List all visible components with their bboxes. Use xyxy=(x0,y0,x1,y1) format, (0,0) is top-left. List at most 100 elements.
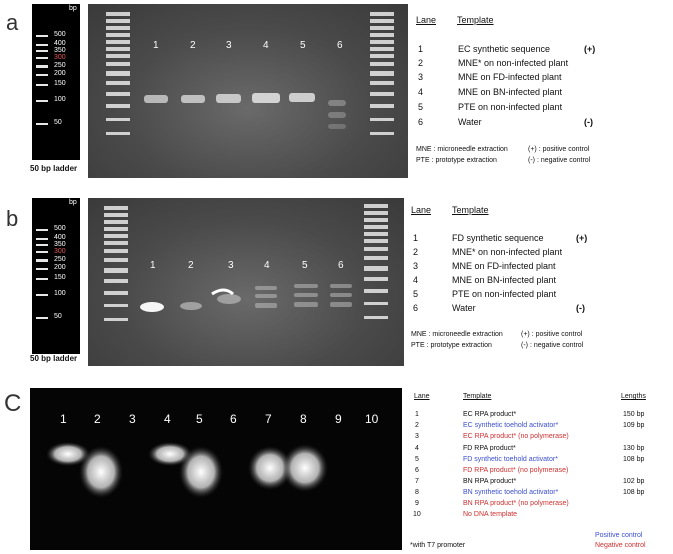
lane-number: 4 xyxy=(164,412,171,426)
lane-number: 1 xyxy=(150,260,156,271)
row-text: EC RPA product* xyxy=(463,411,517,418)
lane-number: 3 xyxy=(228,260,234,271)
ladder-label: 400 xyxy=(54,40,66,47)
lane-number: 10 xyxy=(365,412,379,426)
ladder-label: 50 xyxy=(54,119,62,126)
legend-item: MNE : microneedle extraction xyxy=(411,331,503,338)
row-num: 6 xyxy=(418,117,424,127)
row-text: MNE on BN-infected plant xyxy=(458,87,563,97)
row-text: Water xyxy=(458,117,482,127)
row-text: MNE* on non-infected plant xyxy=(452,247,563,257)
lane-number: 2 xyxy=(188,260,194,271)
row-text: BN RPA product* xyxy=(463,478,517,485)
row-num: 3 xyxy=(415,433,419,440)
lane-number: 5 xyxy=(196,412,203,426)
row-text: MNE on BN-infected plant xyxy=(452,275,557,285)
legend-item: (-) : negative control xyxy=(528,157,591,164)
row-len: 130 bp xyxy=(623,445,645,452)
lane-number: 5 xyxy=(300,40,306,51)
panel-c-gel-image: 1 2 3 4 5 6 7 8 9 10 xyxy=(30,388,402,550)
ladder-label: 150 xyxy=(54,274,66,281)
row-num: 4 xyxy=(418,87,424,97)
ladder-label: 200 xyxy=(54,70,66,77)
row-text: BN synthetic toehold activator* xyxy=(463,489,559,496)
row-text: MNE* on non-infected plant xyxy=(458,58,569,68)
row-num: 4 xyxy=(413,275,419,285)
row-text: No DNA template xyxy=(463,511,518,518)
row-num: 6 xyxy=(413,303,419,313)
panel-a-gel-image: 1 2 3 4 5 6 xyxy=(88,4,408,178)
ladder-label: 150 xyxy=(54,80,66,87)
panel-c-letter: C xyxy=(4,390,22,417)
lane-number: 7 xyxy=(265,412,272,426)
row-text: FD synthetic toehold activator* xyxy=(463,456,558,463)
ladder-label: 350 xyxy=(54,241,66,248)
panel-b-header-template: Template xyxy=(452,205,489,215)
row-text: PTE on non-infected plant xyxy=(452,289,557,299)
legend-item: PTE : prototype extraction xyxy=(411,342,492,349)
lane-number: 4 xyxy=(263,40,269,51)
row-text: EC synthetic toehold activator* xyxy=(463,422,559,429)
lane-number: 2 xyxy=(94,412,101,426)
row-len: 108 bp xyxy=(623,456,645,463)
row-num: 7 xyxy=(415,478,419,485)
lane-number: 2 xyxy=(190,40,196,51)
panel-b-ladder-image: bp 500 400 350 300 250 200 150 100 50 xyxy=(32,198,80,354)
row-num: 9 xyxy=(415,500,419,507)
lane-number: 3 xyxy=(129,412,136,426)
lane-number: 8 xyxy=(300,412,307,426)
row-num: 1 xyxy=(418,44,424,54)
lane-number: 6 xyxy=(338,260,344,271)
ladder-label: 100 xyxy=(54,96,66,103)
panel-c-header-lengths: Lengths xyxy=(621,393,646,400)
ladder-label: 300 xyxy=(54,54,66,61)
ladder-label: 50 xyxy=(54,313,62,320)
row-num: 2 xyxy=(415,422,419,429)
row-num: 2 xyxy=(413,247,419,257)
panel-a-ladder-caption: 50 bp ladder xyxy=(30,164,78,173)
lane-number: 5 xyxy=(302,260,308,271)
row-num: 5 xyxy=(415,456,419,463)
row-tag: (+) xyxy=(584,44,596,54)
panel-c-header-template: Template xyxy=(463,393,492,400)
row-num: 1 xyxy=(413,233,419,243)
ladder-label: 200 xyxy=(54,264,66,271)
row-text: FD synthetic sequence xyxy=(452,233,544,243)
row-num: 1 xyxy=(415,411,419,418)
lane-number: 6 xyxy=(230,412,237,426)
row-len: 102 bp xyxy=(623,478,645,485)
ladder-label: 400 xyxy=(54,234,66,241)
lane-number: 9 xyxy=(335,412,342,426)
row-text: BN RPA product* (no polymerase) xyxy=(463,500,569,507)
panel-c-header-lane: Lane xyxy=(414,393,430,400)
panel-a-header-template: Template xyxy=(457,15,494,25)
panel-b-ladder-caption: 50 bp ladder xyxy=(30,354,78,363)
row-len: 108 bp xyxy=(623,489,645,496)
legend-item: (-) : negative control xyxy=(521,342,584,349)
panel-a-header-lane: Lane xyxy=(416,15,437,25)
positive-control-label: Positive control xyxy=(595,532,643,539)
legend-item: (+) : positive control xyxy=(521,331,583,338)
panel-a-ladder-image: bp 500 400 350 300 250 200 150 100 50 xyxy=(32,4,80,160)
row-tag: (-) xyxy=(576,303,585,313)
row-num: 5 xyxy=(418,102,424,112)
panel-c-footnote: *with T7 promoter xyxy=(410,542,466,549)
row-num: 4 xyxy=(415,445,419,452)
legend-item: (+) : positive control xyxy=(528,146,590,153)
row-num: 2 xyxy=(418,58,424,68)
panel-a-letter: a xyxy=(6,10,19,35)
lane-number: 3 xyxy=(226,40,232,51)
lane-number: 4 xyxy=(264,260,270,271)
row-len: 109 bp xyxy=(623,422,645,429)
row-tag: (-) xyxy=(584,117,593,127)
row-num: 8 xyxy=(415,489,419,496)
row-text: PTE on non-infected plant xyxy=(458,102,563,112)
negative-control-label: Negative control xyxy=(595,542,646,549)
row-text: FD RPA product* xyxy=(463,445,516,452)
ladder-unit: bp xyxy=(69,199,77,206)
lane-number: 1 xyxy=(153,40,159,51)
lane-number: 1 xyxy=(60,412,67,426)
ladder-label: 500 xyxy=(54,225,66,232)
panel-b-gel-image: 1 2 3 4 5 6 xyxy=(88,198,404,366)
ladder-unit: bp xyxy=(69,5,77,12)
